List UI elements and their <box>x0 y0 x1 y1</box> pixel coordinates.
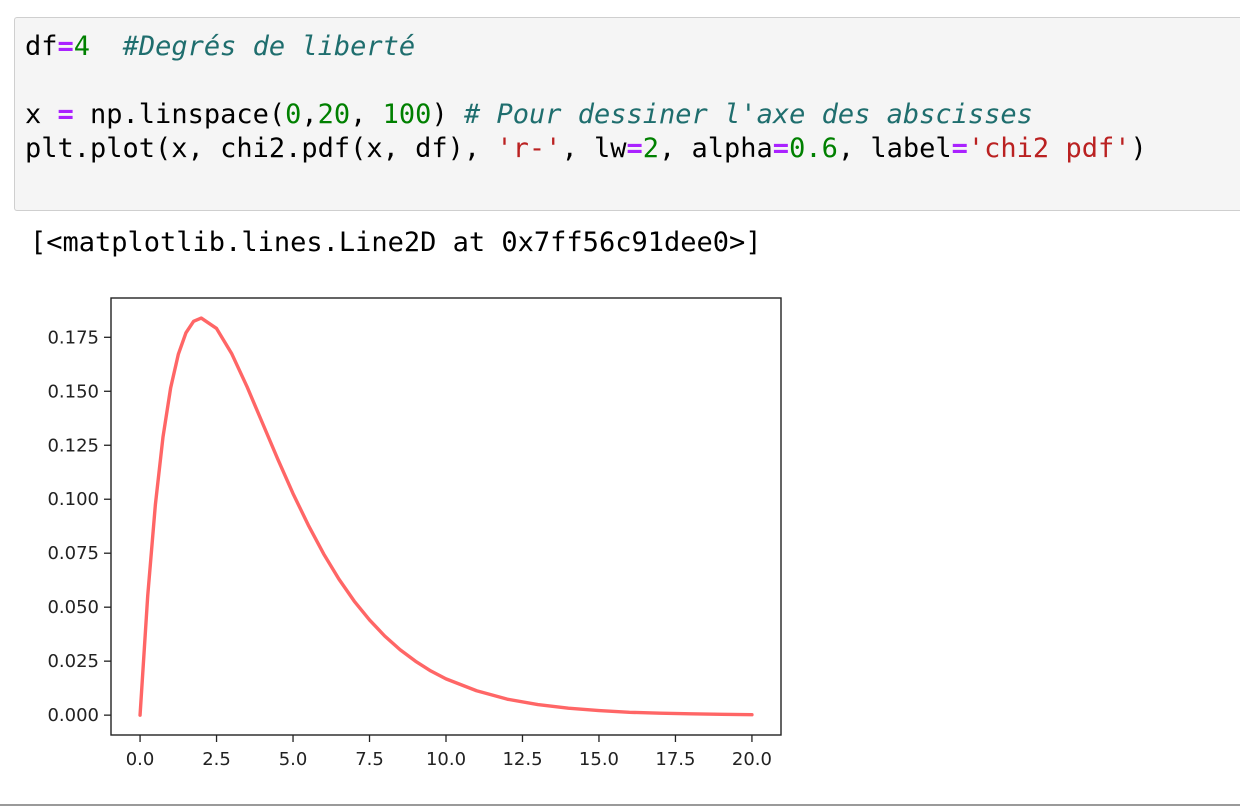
code-token: 0.6 <box>789 133 838 164</box>
x-tick-label: 2.5 <box>202 749 231 770</box>
cell-output-text: [<matplotlib.lines.Line2D at 0x7ff56c91d… <box>30 227 762 258</box>
y-tick-label: 0.000 <box>47 705 99 726</box>
code-token: ) <box>431 99 464 130</box>
x-tick-label: 0.0 <box>126 749 155 770</box>
chi2-pdf-line <box>138 316 754 717</box>
code-token <box>90 31 123 62</box>
code-token: plt.plot(x, chi2.pdf(x, df), <box>25 133 497 164</box>
y-tick-label: 0.050 <box>47 597 99 618</box>
code-token: = <box>951 133 968 164</box>
code-token: 'r-' <box>496 133 562 164</box>
y-tick-label: 0.075 <box>47 543 99 564</box>
code-token: #Degrés de liberté <box>122 31 416 62</box>
code-token: = <box>626 133 643 164</box>
code-token: = <box>772 133 790 164</box>
x-tick-label: 17.5 <box>655 749 695 770</box>
code-token: 20 <box>317 99 351 130</box>
code-token: ) <box>1130 133 1147 164</box>
plot-area <box>111 298 781 735</box>
x-tick-label: 20.0 <box>732 749 772 770</box>
y-tick-label: 0.150 <box>47 381 99 402</box>
y-tick-label: 0.025 <box>47 651 99 672</box>
code-token: 2 <box>642 133 659 164</box>
code-token: 0 <box>285 99 302 130</box>
code-line-1: df=4 #Degrés de liberté <box>25 30 415 64</box>
code-token: , label <box>837 133 952 164</box>
x-tick-label: 10.0 <box>426 749 466 770</box>
code-token: x <box>25 99 58 130</box>
code-token: 4 <box>73 31 91 62</box>
cell-divider <box>0 804 1240 806</box>
code-token: # Pour dessiner l'axe des abscisses <box>463 99 1033 130</box>
code-token: , lw <box>561 133 627 164</box>
x-tick-label: 5.0 <box>279 749 308 770</box>
code-token: , <box>301 99 318 130</box>
code-line-3: x = np.linspace(0,20, 100) # Pour dessin… <box>25 98 1033 132</box>
code-token: np.linspace( <box>73 99 286 130</box>
y-tick-label: 0.175 <box>47 327 99 348</box>
code-token: 'chi2 pdf' <box>967 133 1131 164</box>
code-token: , <box>350 99 383 130</box>
code-line-4: plt.plot(x, chi2.pdf(x, df), 'r-', lw=2,… <box>25 132 1147 166</box>
y-tick-label: 0.125 <box>47 435 99 456</box>
code-token: 100 <box>382 99 432 130</box>
code-token: = <box>57 99 74 130</box>
x-tick-label: 12.5 <box>502 749 542 770</box>
code-token: = <box>57 31 74 62</box>
code-token: df <box>25 31 58 62</box>
x-tick-label: 15.0 <box>579 749 619 770</box>
chi2-pdf-chart: 0.000 0.025 0.050 0.075 0.100 0.125 0.150 0.175… <box>47 297 782 770</box>
x-tick-label: 7.5 <box>355 749 384 770</box>
y-tick-label: 0.100 <box>47 489 99 510</box>
plot-frame <box>110 297 782 736</box>
code-cell[interactable]: df=4 #Degrés de liberté x = np.linspace(… <box>14 17 1240 211</box>
code-token: , alpha <box>659 133 773 164</box>
